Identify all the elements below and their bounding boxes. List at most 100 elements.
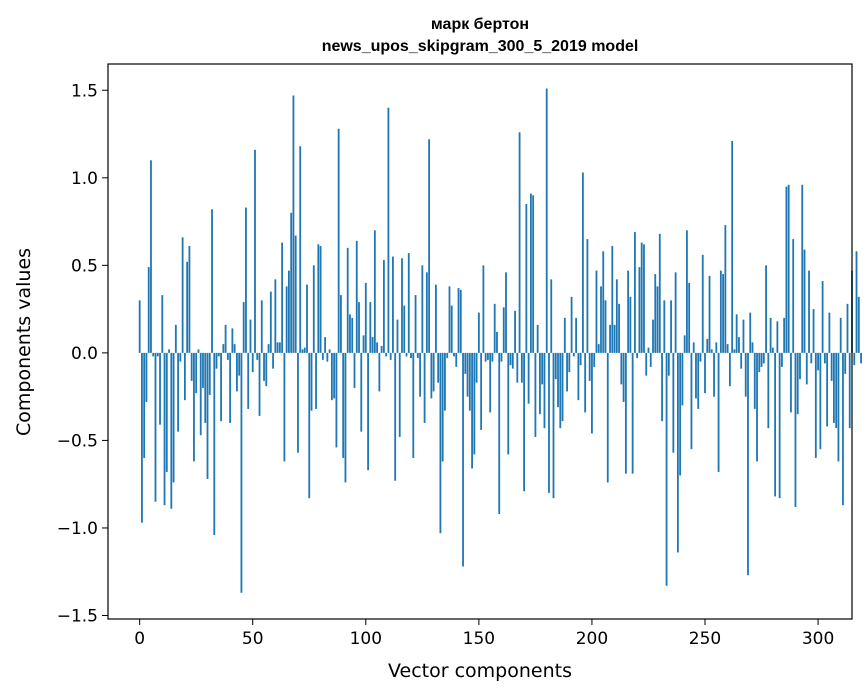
bar	[588, 352, 591, 381]
bar	[183, 352, 186, 401]
bar	[624, 352, 627, 474]
bar	[306, 284, 308, 353]
bar	[281, 242, 284, 353]
bar	[563, 317, 566, 353]
bar	[756, 352, 758, 462]
bar	[410, 352, 412, 359]
bar	[179, 352, 182, 362]
bar	[620, 352, 623, 385]
bar	[760, 352, 763, 367]
bar	[319, 246, 322, 353]
bar	[423, 352, 426, 423]
bar	[321, 352, 324, 360]
bar	[421, 265, 424, 353]
bar	[310, 352, 313, 411]
y-tick-label: 1.5	[71, 81, 98, 101]
plot-frame	[107, 63, 853, 620]
bar	[545, 88, 548, 353]
bar	[742, 319, 745, 353]
bar	[511, 352, 514, 369]
bar	[783, 317, 786, 353]
bar	[496, 331, 498, 353]
bar	[251, 352, 254, 373]
bar	[247, 352, 250, 409]
bar	[392, 256, 394, 353]
bar	[629, 296, 632, 353]
bar	[351, 317, 354, 353]
bar	[459, 289, 462, 353]
bar	[541, 352, 544, 385]
bar	[477, 312, 480, 353]
bar	[168, 349, 170, 353]
bar	[466, 352, 469, 397]
bar	[444, 352, 446, 411]
bar	[722, 274, 725, 353]
bar	[713, 352, 715, 397]
x-tick-label: 300	[802, 629, 834, 649]
bar	[337, 128, 340, 353]
bar	[186, 261, 189, 353]
bar	[165, 352, 168, 472]
bar	[156, 352, 159, 357]
bar	[382, 260, 385, 353]
bar	[464, 352, 467, 374]
bar	[812, 309, 815, 353]
bar	[389, 352, 392, 360]
bar	[814, 352, 817, 458]
bar	[790, 352, 792, 413]
bar	[640, 242, 643, 353]
bar	[672, 352, 675, 453]
bar	[407, 253, 410, 353]
bar	[159, 352, 161, 425]
bar	[566, 352, 568, 392]
bar	[328, 349, 331, 353]
bar	[704, 352, 706, 394]
bar	[260, 300, 263, 353]
bar	[231, 328, 234, 353]
bar	[767, 352, 770, 429]
bar	[615, 279, 618, 353]
bar	[362, 335, 365, 353]
bar	[462, 352, 464, 567]
bar	[536, 324, 539, 353]
bar	[699, 352, 702, 362]
bar	[453, 352, 455, 357]
bar	[482, 265, 485, 353]
bar	[326, 352, 329, 362]
bar	[837, 352, 840, 462]
bar	[819, 352, 822, 450]
bar	[276, 342, 279, 353]
bar	[213, 352, 216, 535]
bar	[631, 352, 634, 474]
bar	[358, 302, 360, 353]
bar	[299, 146, 302, 353]
bar	[330, 352, 333, 401]
bar	[220, 352, 222, 422]
bar	[387, 107, 390, 353]
bar	[846, 303, 849, 353]
bar	[572, 352, 575, 357]
bar	[559, 352, 562, 429]
y-axis-ticks: −1.5 −1.0 −0.5 0.0 0.5 1.0 1.5	[57, 81, 108, 626]
bar	[324, 337, 326, 353]
bar	[634, 232, 636, 353]
bar	[830, 352, 833, 381]
y-tick-label: 1.0	[71, 169, 98, 189]
bar	[457, 288, 460, 353]
bar	[217, 352, 220, 357]
bar	[161, 295, 164, 353]
bar	[826, 352, 829, 427]
bar	[548, 352, 550, 493]
bar	[274, 279, 277, 353]
bar	[163, 352, 166, 506]
bar	[550, 279, 553, 353]
bar	[570, 296, 573, 353]
bar	[249, 319, 252, 353]
bar	[154, 352, 157, 502]
bar	[308, 352, 311, 499]
bar	[724, 225, 727, 353]
bar	[523, 352, 525, 492]
bar	[215, 352, 218, 369]
y-tick-label: −0.5	[57, 431, 98, 451]
x-tick-label: 250	[689, 629, 721, 649]
